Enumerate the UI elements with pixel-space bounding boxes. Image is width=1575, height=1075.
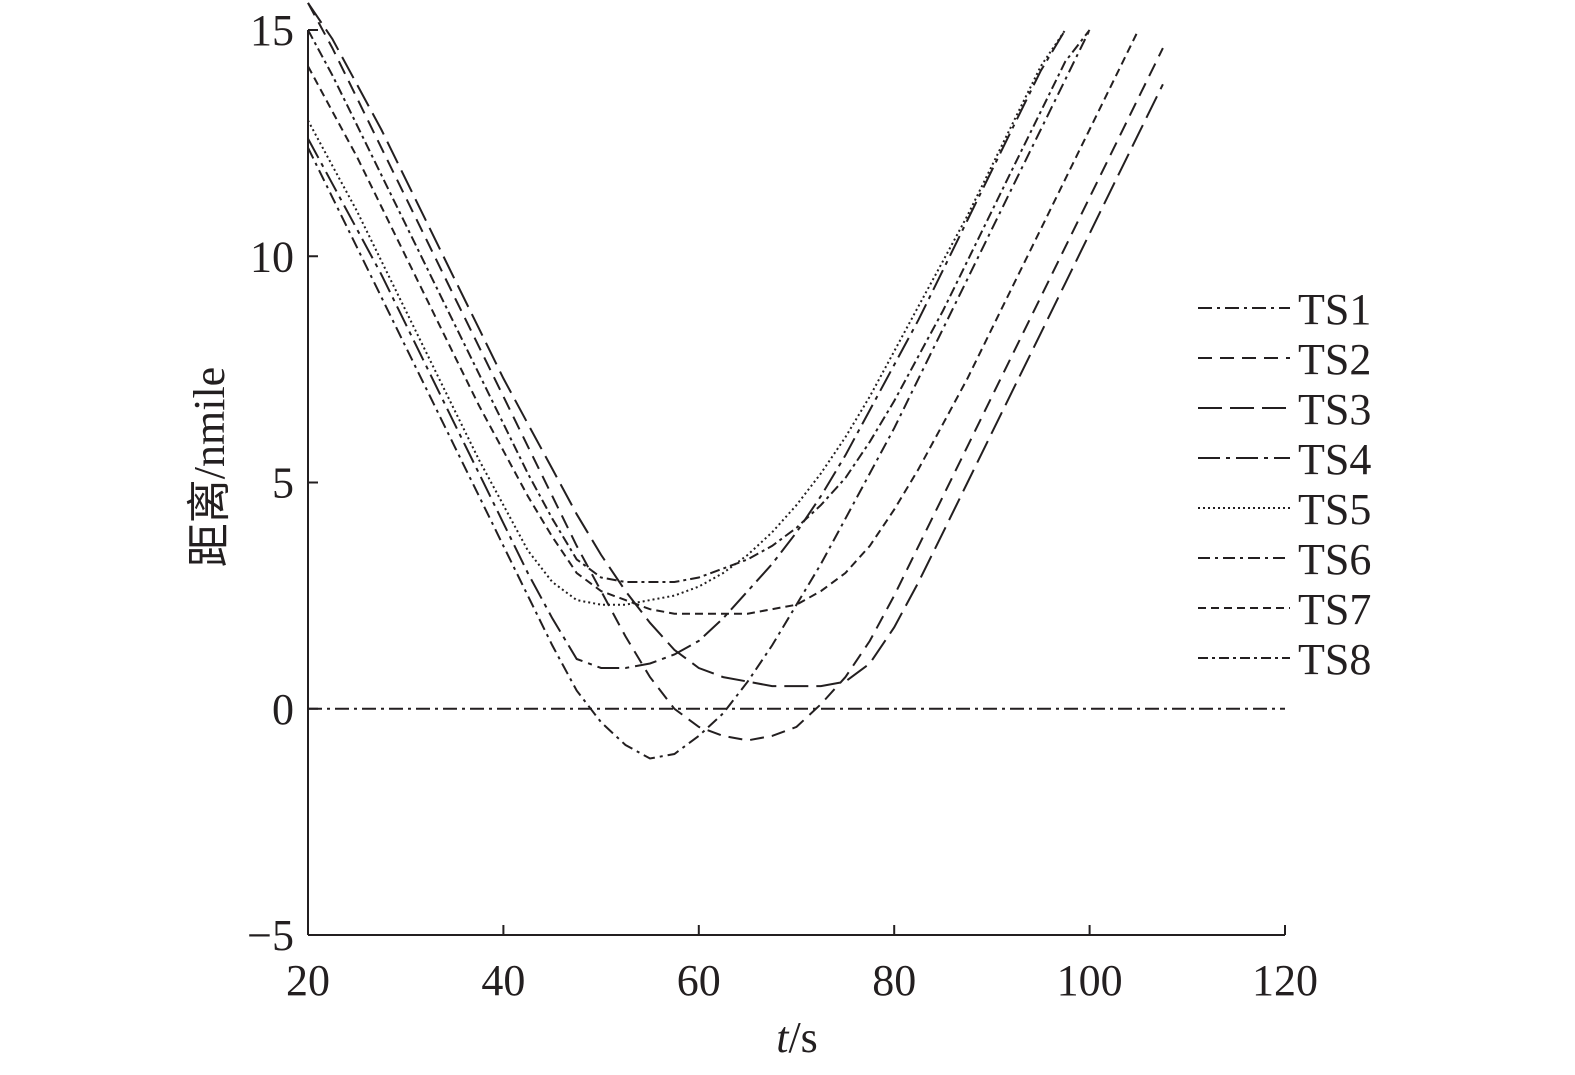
legend-label-ts8: TS8	[1298, 635, 1371, 684]
series-line-ts8	[307, 29, 1091, 583]
series-line-ts2	[307, 2, 1164, 742]
y-tick-label: 10	[250, 232, 294, 281]
series-line-ts3	[307, 2, 1164, 688]
series-line-ts6	[307, 29, 1091, 760]
legend-label-ts3: TS3	[1298, 385, 1371, 434]
series-group	[307, 2, 1285, 760]
y-tick-label: 15	[250, 6, 294, 55]
series-line-ts7	[307, 29, 1140, 615]
legend-label-ts2: TS2	[1298, 335, 1371, 384]
ticks: 20 40 60 80 100 120 −5 0 5 10 15	[247, 6, 1318, 1005]
y-tick-label: 5	[272, 459, 294, 508]
x-tick-label: 100	[1057, 956, 1123, 1005]
x-tick-label: 60	[677, 956, 721, 1005]
x-axis-label-var: t	[776, 1013, 790, 1062]
x-tick-label: 80	[872, 956, 916, 1005]
x-axis-label-unit: /s	[788, 1013, 817, 1062]
legend-label-ts5: TS5	[1298, 485, 1371, 534]
legend-label-ts6: TS6	[1298, 535, 1371, 584]
x-tick-label: 20	[286, 956, 330, 1005]
series-line-ts4	[307, 29, 1067, 669]
x-axis-label: t/s	[776, 1013, 818, 1062]
y-tick-label: −5	[247, 911, 294, 960]
legend-label-ts1: TS1	[1298, 285, 1371, 334]
legend-label-ts4: TS4	[1298, 435, 1371, 484]
series-line-ts5	[307, 29, 1067, 606]
x-tick-label: 40	[481, 956, 525, 1005]
y-tick-label: 0	[272, 685, 294, 734]
legend-label-ts7: TS7	[1298, 585, 1371, 634]
x-tick-label: 120	[1252, 956, 1318, 1005]
plot-area: 20 40 60 80 100 120 −5 0 5 10 15	[247, 2, 1318, 1005]
y-axis-label: 距离/nmile	[185, 367, 234, 567]
